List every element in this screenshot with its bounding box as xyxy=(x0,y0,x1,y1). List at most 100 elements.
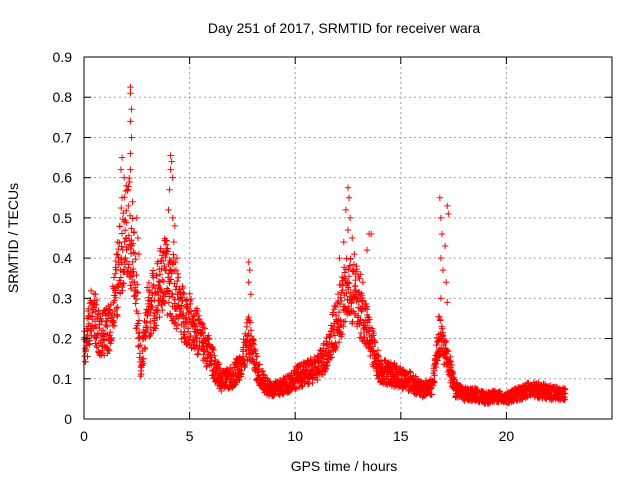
data-point xyxy=(337,294,344,301)
data-point xyxy=(248,332,255,340)
x-axis-title: GPS time / hours xyxy=(291,458,398,474)
data-point xyxy=(156,313,163,321)
data-point xyxy=(180,289,187,296)
data-point xyxy=(346,280,353,287)
y-tick-label: 0 xyxy=(64,411,72,427)
data-point xyxy=(88,332,95,340)
data-point xyxy=(247,291,255,298)
data-point xyxy=(112,294,120,301)
data-point xyxy=(422,377,430,384)
data-point xyxy=(166,280,173,287)
data-point xyxy=(156,271,164,278)
data-point xyxy=(100,336,108,343)
data-point xyxy=(384,375,392,383)
data-point xyxy=(340,238,347,246)
data-point xyxy=(444,348,452,355)
data-point xyxy=(433,341,440,349)
data-point xyxy=(148,298,155,305)
data-point xyxy=(93,301,100,309)
data-point xyxy=(336,254,343,262)
data-point xyxy=(151,296,158,304)
data-point xyxy=(333,343,340,351)
data-point xyxy=(123,246,130,254)
data-point xyxy=(444,202,451,210)
data-point xyxy=(179,297,186,305)
data-point xyxy=(168,158,175,165)
data-point xyxy=(82,358,89,365)
data-point xyxy=(166,256,173,264)
data-point xyxy=(403,369,410,376)
data-point xyxy=(437,317,444,324)
data-point xyxy=(115,245,122,253)
data-point xyxy=(114,251,121,258)
data-point xyxy=(118,154,126,161)
data-point xyxy=(331,332,339,339)
data-point xyxy=(167,166,174,173)
data-point xyxy=(93,344,101,351)
data-point xyxy=(340,318,347,326)
data-point xyxy=(133,214,140,222)
data-point xyxy=(128,106,135,113)
data-point xyxy=(105,346,112,353)
data-point xyxy=(184,328,192,335)
data-point xyxy=(366,316,373,323)
data-point xyxy=(374,351,382,359)
grid-lines xyxy=(84,57,612,419)
data-point xyxy=(215,361,222,368)
data-point xyxy=(447,358,455,365)
data-point xyxy=(110,274,118,281)
data-point xyxy=(391,363,399,370)
data-point xyxy=(445,210,452,218)
data-point xyxy=(345,303,353,310)
data-point xyxy=(216,364,223,372)
data-point xyxy=(87,287,95,294)
data-point xyxy=(165,206,172,214)
data-point xyxy=(125,202,132,210)
data-point xyxy=(125,264,132,271)
data-point xyxy=(131,250,139,257)
x-tick-label: 5 xyxy=(186,428,194,444)
data-point xyxy=(187,308,195,315)
data-point xyxy=(127,83,134,91)
data-point xyxy=(135,250,143,258)
data-point xyxy=(118,194,126,201)
data-point xyxy=(346,262,354,269)
data-point xyxy=(335,308,343,316)
data-point xyxy=(345,194,353,201)
data-point xyxy=(353,262,360,270)
data-point xyxy=(117,274,125,281)
data-point xyxy=(191,322,198,329)
data-point xyxy=(130,268,137,275)
data-point xyxy=(130,228,138,236)
data-point xyxy=(128,225,135,232)
data-point xyxy=(116,223,123,230)
data-point xyxy=(120,218,128,226)
data-point xyxy=(184,304,192,312)
data-point xyxy=(145,294,152,301)
data-point xyxy=(142,333,149,341)
data-point xyxy=(162,267,170,274)
data-point xyxy=(345,273,353,280)
data-point xyxy=(191,317,199,325)
data-point xyxy=(159,257,167,265)
data-point xyxy=(110,317,117,324)
y-tick-label: 0.1 xyxy=(53,371,73,387)
plot-frame xyxy=(83,56,613,420)
data-point xyxy=(173,325,180,332)
data-point xyxy=(562,390,569,397)
data-point xyxy=(129,258,136,266)
data-point xyxy=(326,334,333,341)
data-point xyxy=(103,321,110,329)
data-point xyxy=(353,268,361,276)
data-point xyxy=(112,257,120,265)
data-point xyxy=(245,354,253,361)
data-point xyxy=(132,300,139,307)
data-point xyxy=(357,271,364,278)
data-point xyxy=(157,245,164,252)
data-point xyxy=(332,303,339,311)
data-point xyxy=(245,313,252,321)
data-points xyxy=(80,83,569,407)
data-point xyxy=(151,310,159,317)
data-point xyxy=(113,304,120,312)
